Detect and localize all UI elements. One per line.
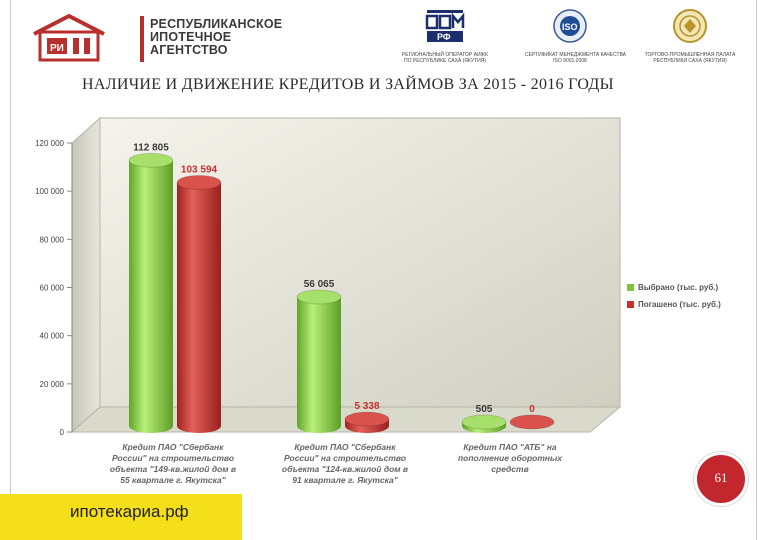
partner-dom-rf: РФ РЕГИОНАЛЬНЫЙ ОПЕРАТОР АИЖК ПО РЕСПУБЛ… [400, 8, 490, 64]
chart-side-wall [71, 116, 101, 434]
caption-line: ПО РЕСПУБЛИКЕ САХА (ЯКУТИЯ) [404, 58, 486, 64]
y-tick-label: 120 000 [35, 139, 64, 148]
y-tick-label: 100 000 [35, 187, 64, 196]
partner-chamber: ТОРГОВО-ПРОМЫШЛЕННАЯ ПАЛАТА РЕСПУБЛИКИ С… [640, 8, 740, 64]
bar-top [509, 414, 555, 430]
caption-line: ISO 9001:2008 [553, 58, 587, 64]
partner-iso: ISO СЕРТИФИКАТ МЕНЕДЖМЕНТА КАЧЕСТВА ISO … [525, 8, 627, 64]
bar-cylinder [177, 182, 221, 433]
partner-caption: ТОРГОВО-ПРОМЫШЛЕННАЯ ПАЛАТА РЕСПУБЛИКИ С… [640, 52, 740, 64]
legend-swatch [627, 284, 634, 291]
data-label: 505 [476, 404, 493, 415]
partner-caption: СЕРТИФИКАТ МЕНЕДЖМЕНТА КАЧЕСТВА ISO 9001… [525, 52, 627, 64]
bar-top [461, 414, 507, 430]
svg-text:ISO: ISO [562, 22, 578, 32]
category-label: Кредит ПАО "Сбербанк [122, 442, 224, 452]
page-number: 61 [714, 470, 728, 485]
iso-logo-icon: ISO [553, 9, 587, 43]
category-label: средств [491, 464, 528, 474]
data-label: 112 805 [133, 142, 169, 153]
legend-label: Выбрано (тыс. руб.) [638, 283, 719, 292]
slide-title: НАЛИЧИЕ И ДВИЖЕНИЕ КРЕДИТОВ И ЗАЙМОВ ЗА … [82, 76, 614, 93]
left-border-line [10, 0, 11, 540]
page-number-badge: 61 [694, 452, 748, 506]
right-border-line [756, 0, 757, 540]
agency-name: РЕСПУБЛИКАНСКОЕ ИПОТЕЧНОЕ АГЕНТСТВО [150, 18, 282, 57]
category-label: объекта "124-кв.жилой дом в [282, 464, 408, 474]
category-label: 91 квартале г. Якутска" [292, 475, 399, 485]
bar-top [176, 175, 222, 191]
svg-text:РФ: РФ [437, 32, 451, 42]
legend-swatch [627, 301, 634, 308]
agency-name-line: ИПОТЕЧНОЕ [150, 30, 232, 44]
dom-rf-logo-icon: РФ [425, 10, 465, 42]
data-label: 5 338 [354, 401, 379, 412]
bar-top [344, 411, 390, 427]
agency-logo: РИ РЕСПУБЛИКАНСКОЕ ИПОТЕЧНОЕ АГЕНТСТВО [30, 10, 282, 62]
y-tick-label: 60 000 [40, 284, 65, 293]
caption-line: РЕГИОНАЛЬНЫЙ ОПЕРАТОР АИЖК [401, 52, 489, 58]
bar-top [296, 289, 342, 305]
website-link[interactable]: ипотекариа.рф [70, 502, 189, 521]
data-label: 0 [529, 404, 535, 415]
y-tick-label: 80 000 [40, 235, 65, 244]
data-label: 103 594 [181, 165, 218, 176]
y-tick-label: 20 000 [40, 380, 65, 389]
partner-caption: РЕГИОНАЛЬНЫЙ ОПЕРАТОР АИЖК ПО РЕСПУБЛИКЕ… [400, 52, 490, 64]
category-label: пополнение оборотных [458, 453, 563, 463]
caption-line: ТОРГОВО-ПРОМЫШЛЕННАЯ ПАЛАТА [644, 52, 736, 58]
category-label: России" на строительство [284, 453, 406, 463]
svg-text:РИ: РИ [50, 43, 64, 54]
footer-banner[interactable]: ипотекариа.рф [0, 494, 242, 540]
caption-line: РЕСПУБЛИКИ САХА (ЯКУТИЯ) [653, 58, 727, 64]
category-label: России" на строительство [112, 453, 234, 463]
category-label: 55 квартале г. Якутска" [120, 475, 227, 485]
y-tick-label: 40 000 [40, 332, 65, 341]
category-label: Кредит ПАО "Сбербанк [294, 442, 396, 452]
agency-name-line: РЕСПУБЛИКАНСКОЕ [150, 17, 283, 31]
bar-cylinder [129, 160, 173, 434]
bar-cylinder [297, 296, 341, 433]
agency-name-line: АГЕНТСТВО [150, 43, 228, 57]
category-label: объекта "149-кв.жилой дом в [110, 464, 236, 474]
house-logo-icon: РИ [33, 14, 105, 62]
caption-line: СЕРТИФИКАТ МЕНЕДЖМЕНТА КАЧЕСТВА [525, 52, 627, 58]
legend-label: Погашено (тыс. руб.) [638, 300, 721, 309]
logo-divider [140, 16, 144, 62]
bar-top [128, 152, 174, 168]
chamber-of-commerce-logo-icon [673, 9, 707, 43]
data-label: 56 065 [304, 279, 335, 290]
category-label: Кредит ПАО "АТБ" на [463, 442, 556, 452]
y-tick-label: 0 [60, 428, 65, 437]
